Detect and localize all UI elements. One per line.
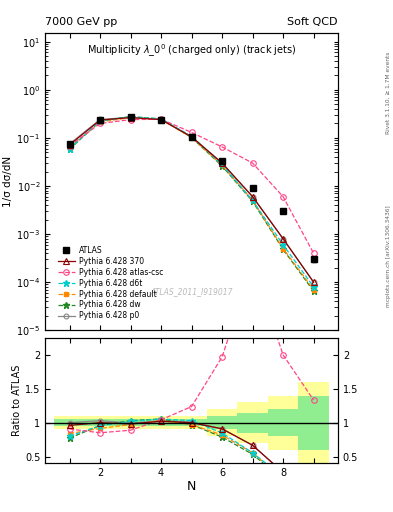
Text: mcplots.cern.ch [arXiv:1306.3436]: mcplots.cern.ch [arXiv:1306.3436] [386, 205, 391, 307]
Bar [115, 416, 146, 430]
Bar [146, 416, 176, 430]
Bar [176, 416, 207, 430]
Bar [298, 382, 329, 463]
Bar [176, 419, 207, 426]
Text: ATLAS_2011_I919017: ATLAS_2011_I919017 [151, 287, 233, 296]
Bar [54, 416, 85, 430]
Bar [268, 409, 298, 436]
Bar [237, 413, 268, 433]
Bar [237, 402, 268, 443]
X-axis label: N: N [187, 480, 196, 493]
Bar [115, 419, 146, 426]
Bar [146, 419, 176, 426]
Bar [54, 419, 85, 426]
Text: 7000 GeV pp: 7000 GeV pp [45, 17, 118, 27]
Text: Rivet 3.1.10, ≥ 1.7M events: Rivet 3.1.10, ≥ 1.7M events [386, 51, 391, 134]
Bar [85, 419, 115, 426]
Text: Multiplicity $\lambda$_0$^0$ (charged only) (track jets): Multiplicity $\lambda$_0$^0$ (charged on… [87, 42, 296, 59]
Text: Soft QCD: Soft QCD [288, 17, 338, 27]
Bar [85, 416, 115, 430]
Bar [268, 396, 298, 450]
Y-axis label: Ratio to ATLAS: Ratio to ATLAS [12, 365, 22, 436]
Bar [298, 396, 329, 450]
Y-axis label: 1/σ dσ/dN: 1/σ dσ/dN [4, 156, 13, 207]
Legend: ATLAS, Pythia 6.428 370, Pythia 6.428 atlas-csc, Pythia 6.428 d6t, Pythia 6.428 : ATLAS, Pythia 6.428 370, Pythia 6.428 at… [55, 243, 166, 324]
Bar [207, 416, 237, 430]
Bar [207, 409, 237, 436]
